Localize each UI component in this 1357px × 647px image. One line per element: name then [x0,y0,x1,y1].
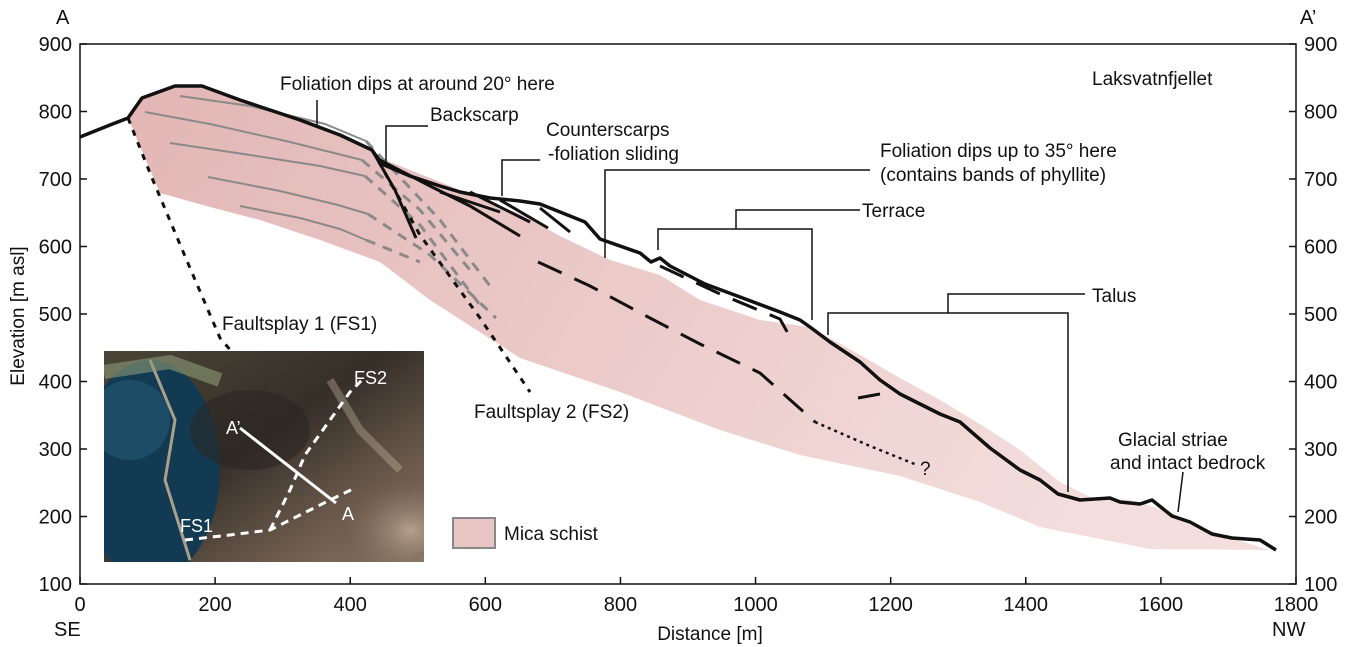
talus-sliding-surface [857,392,881,400]
annotation-foliation-sliding: -foliation sliding [548,144,679,165]
y-tick-label-left: 800 [39,102,72,124]
y-tick-label-right: 400 [1304,372,1337,394]
annotation-talus: Talus [1092,286,1136,307]
inset-profile-line [239,426,337,505]
location-label: Laksvatnfjellet [1092,69,1213,90]
annotation-foliation-20: Foliation dips at around 20° here [280,74,555,95]
x-tick-label: 1400 [1004,594,1049,616]
y-tick-label-left: 600 [39,237,72,259]
foliation-lines [144,95,369,241]
direction-se: SE [54,619,81,641]
glacial-leader [1177,471,1184,513]
talus-leader [827,293,1085,492]
x-axis-title: Distance [m] [657,624,763,645]
x-tick-label: 1800 [1274,594,1319,616]
annotation-terrace: Terrace [862,201,925,222]
y-tick-label-right: 100 [1304,574,1337,596]
inset-fs2-trace [268,378,364,531]
y-tick-label-left: 400 [39,372,72,394]
inset-label-fs2: FS2 [354,368,387,388]
y-tick-label-left: 500 [39,304,72,326]
inset-label-fs1: FS1 [180,516,213,536]
terrace-sliding-surface [659,264,792,338]
y-axis-title: Elevation [m asl] [8,246,29,385]
inset-label-a-prime: A’ [226,418,241,438]
annotation-phyllite: (contains bands of phyllite) [880,165,1106,186]
annotation-backscarp: Backscarp [430,105,519,126]
topographic-profile [79,84,1277,552]
foliation-line [239,205,367,241]
x-tick-label: 1200 [868,594,913,616]
y-tick-label-right: 700 [1304,169,1337,191]
x-tick-label: 800 [604,594,637,616]
x-tick-label: 1600 [1139,594,1184,616]
y-tick-label-left: 200 [39,507,72,529]
x-tick-label: 600 [469,594,502,616]
y-tick-label-left: 300 [39,439,72,461]
aerial-photo-inset: A’ A FS1 FS2 [104,351,424,562]
annotation-glacial-striae: Glacial striae [1118,430,1228,451]
counterscarp-3 [499,198,549,230]
faultsplay-1-line [126,117,234,353]
x-tick-label: 400 [334,594,367,616]
y-tick-label-right: 900 [1304,34,1337,56]
y-tick-label-right: 800 [1304,102,1337,124]
inset-label-a: A [342,504,354,524]
y-tick-label-right: 500 [1304,304,1337,326]
dotted-basal-extension [814,420,918,467]
inset-fs1-trace [184,486,356,542]
backscarp-leader [385,125,428,164]
y-tick-label-left: 100 [39,574,72,596]
x-tick-label: 1000 [733,594,778,616]
x-tick-label: 200 [198,594,231,616]
annotation-intact-bedrock: and intact bedrock [1110,453,1266,474]
counterscarps-leader [501,159,540,196]
foliation-line [169,142,366,177]
terrace-leader [657,209,860,320]
x-tick-label: 0 [74,594,85,616]
y-tick-label-right: 200 [1304,507,1337,529]
profile-end-a: A [56,7,70,29]
callout-leaders [316,100,1184,513]
axis-ticks [79,43,1297,585]
y-tick-label-right: 600 [1304,237,1337,259]
annotation-faultsplay-2: Faultsplay 2 (FS2) [474,402,629,423]
y-tick-label-left: 700 [39,169,72,191]
foliation-line [144,111,363,161]
annotation-foliation-35: Foliation dips up to 35° here [880,141,1117,162]
legend-label: Mica schist [504,524,599,545]
legend-swatch [452,517,496,549]
direction-nw: NW [1272,619,1305,641]
profile-end-a-prime: A’ [1300,7,1316,29]
mica-schist-body [128,86,1270,550]
counterscarp-1 [439,190,501,214]
y-tick-label-right: 300 [1304,439,1337,461]
annotation-question-mark: ? [920,459,931,480]
annotation-counterscarps: Counterscarps [546,120,670,141]
foliation-35-leader [604,169,870,258]
faultsplay-2-line [370,149,532,393]
y-tick-label-left: 900 [39,34,72,56]
basal-sliding-surface [537,260,816,424]
counterscarp-4 [539,206,571,234]
annotation-faultsplay-1: Faultsplay 1 (FS1) [222,314,377,335]
foliation-line [207,176,369,215]
